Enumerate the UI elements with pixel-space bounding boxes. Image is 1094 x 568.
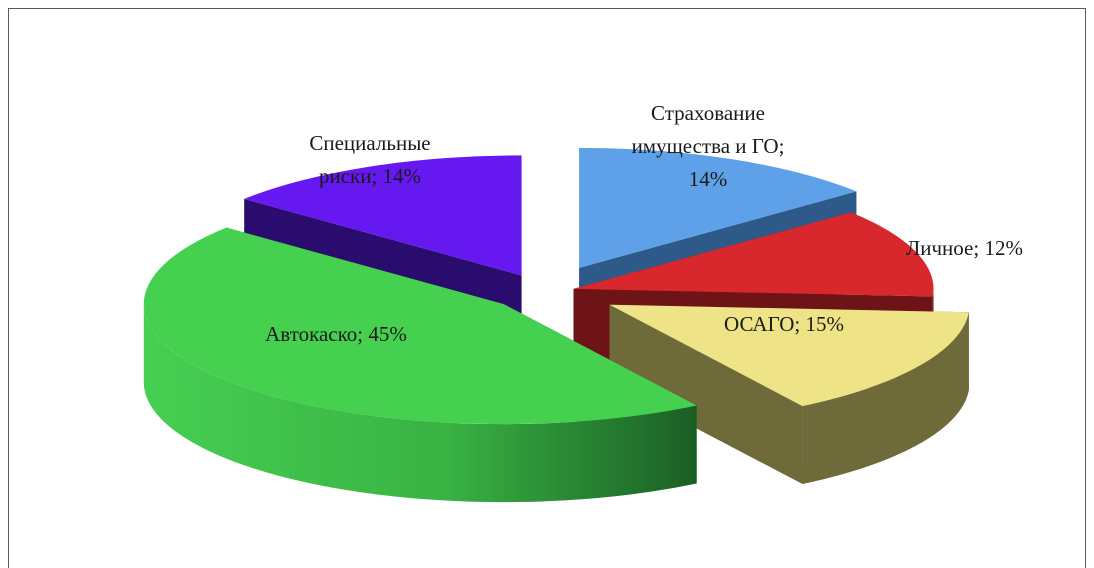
pie-slice-5-top	[244, 155, 522, 276]
label-avtokasko: Автокаско; 45%	[265, 322, 407, 346]
pie-slices	[143, 147, 969, 503]
label-imushchestvo-line1: Страхование	[651, 101, 765, 125]
label-specialnye-line1: Специальные	[309, 131, 430, 155]
label-imushchestvo-line2: имущества и ГО;	[632, 134, 785, 158]
pie-slice-3-outer-side	[802, 312, 969, 485]
chart-frame	[8, 8, 1086, 568]
pie-slice-1-top	[579, 147, 857, 268]
pie-slice-2-top	[573, 212, 934, 297]
pie-slice-4-top	[143, 227, 697, 425]
pie-slice-4	[143, 227, 697, 503]
pie-slice-4-outer-side	[143, 306, 697, 503]
pie-slice-3-top	[609, 304, 969, 407]
pie-slice-3	[609, 304, 969, 485]
label-imushchestvo-line3: 14%	[689, 167, 728, 191]
pie-slice-3-wall-2	[609, 304, 803, 485]
label-osago: ОСАГО; 15%	[724, 312, 844, 336]
label-specialnye-line2: риски; 14%	[319, 164, 421, 188]
label-lichnoe: Личное; 12%	[906, 236, 1023, 260]
